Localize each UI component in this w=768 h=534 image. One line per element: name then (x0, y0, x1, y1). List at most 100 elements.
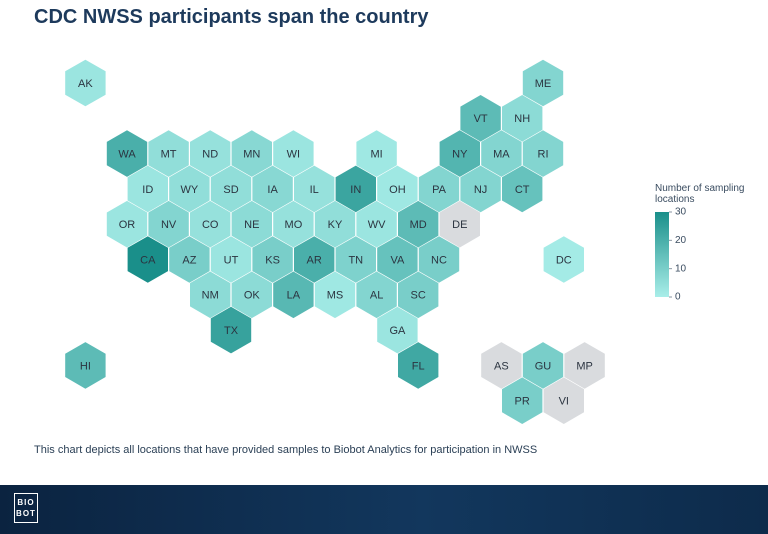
hex-tile (377, 236, 418, 283)
hex-label: UT (224, 254, 239, 266)
hex-label: SC (411, 290, 426, 302)
hex-tile (127, 165, 168, 213)
hex-label: DE (452, 219, 467, 231)
hex-label: MT (161, 149, 177, 161)
hex-tile (231, 130, 272, 177)
hex-label: IL (310, 184, 319, 196)
hex-label: SD (223, 184, 238, 196)
hex-label: VT (474, 113, 488, 125)
hex-label: AZ (182, 254, 196, 266)
hex-label: NC (431, 254, 447, 266)
hex-label: AS (494, 360, 509, 372)
hex-tile (252, 165, 293, 213)
hex-tile (106, 130, 148, 177)
hex-tile (210, 306, 252, 354)
hex-tile (502, 377, 543, 424)
hex-tile (522, 59, 564, 107)
hex-label: TX (224, 325, 239, 337)
hex-tile (148, 200, 189, 248)
hex-label: AK (78, 78, 93, 90)
hex-tile (148, 130, 189, 177)
hex-tile (314, 271, 356, 319)
hex-tile (502, 95, 543, 142)
hex-tile (231, 200, 272, 248)
hex-no-data (543, 377, 584, 424)
colorbar (655, 212, 669, 297)
hex-label: MP (576, 360, 593, 372)
hex-tile (502, 165, 543, 213)
hex-label: VI (559, 396, 569, 408)
hex-label: CO (202, 219, 219, 231)
hex-tile (106, 200, 148, 248)
hex-label: PR (515, 396, 530, 408)
hex-tile (356, 200, 397, 248)
hex-tile (65, 59, 106, 107)
hex-tile (169, 236, 210, 283)
hex-label: MI (370, 149, 382, 161)
hex-label: ND (202, 149, 218, 161)
hex-tile (231, 271, 272, 319)
hex-tile (356, 130, 397, 177)
hex-tile (439, 130, 480, 177)
hex-tile (294, 236, 335, 283)
hex-tile (127, 236, 168, 283)
hex-label: NY (452, 149, 468, 161)
hex-tile (418, 165, 460, 213)
hex-tile (294, 165, 335, 213)
hex-label: IA (267, 184, 278, 196)
hex-tile (273, 130, 314, 177)
hex-label: TN (348, 254, 363, 266)
hex-label: NV (161, 219, 177, 231)
hex-label: NM (202, 290, 219, 302)
hex-no-data (439, 200, 480, 248)
hex-label: CT (515, 184, 530, 196)
hex-label: WI (287, 149, 300, 161)
hex-label: VA (390, 254, 405, 266)
chart-note: This chart depicts all locations that ha… (34, 444, 538, 456)
hex-label: NH (514, 113, 530, 125)
hex-label: WY (181, 184, 199, 196)
hex-tile (252, 236, 293, 283)
hex-label: MS (327, 290, 344, 302)
hex-tile (210, 236, 252, 283)
hex-label: MO (285, 219, 303, 231)
hex-tile (398, 200, 439, 248)
hex-label: FL (412, 360, 425, 372)
colorbar-tick-label: 30 (675, 207, 687, 218)
hex-tile (190, 130, 231, 177)
hex-tile (314, 200, 356, 248)
colorbar-tick-label: 20 (675, 235, 687, 246)
hex-tile (522, 342, 564, 389)
hex-tile (377, 165, 418, 213)
colorbar-tick-label: 10 (675, 263, 687, 274)
hex-tile (398, 342, 439, 389)
hex-tile (398, 271, 439, 319)
hex-tile (356, 271, 397, 319)
colorbar-tick-label: 0 (675, 292, 681, 303)
hex-label: MD (410, 219, 427, 231)
hex-label: AL (370, 290, 383, 302)
hex-tile (169, 165, 210, 213)
hex-label: DC (556, 254, 572, 266)
hex-tile (460, 165, 501, 213)
hex-label: OK (244, 290, 261, 302)
hex-tile (460, 95, 501, 142)
hex-label: ID (142, 184, 153, 196)
hex-label: KS (265, 254, 280, 266)
logo-line: BOT (16, 509, 36, 518)
hex-tile (190, 200, 231, 248)
hex-tile (335, 165, 376, 213)
hex-label: OR (119, 219, 136, 231)
hex-tile (418, 236, 460, 283)
footer: BIO BOT (0, 485, 768, 534)
hex-label: HI (80, 360, 91, 372)
hex-label: NJ (474, 184, 487, 196)
hex-label: GA (389, 325, 406, 337)
hex-label: RI (538, 149, 549, 161)
hex-tile (273, 200, 314, 248)
hex-label: NE (244, 219, 259, 231)
hex-tile (522, 130, 564, 177)
hex-label: MN (243, 149, 260, 161)
hex-label: WV (368, 219, 386, 231)
